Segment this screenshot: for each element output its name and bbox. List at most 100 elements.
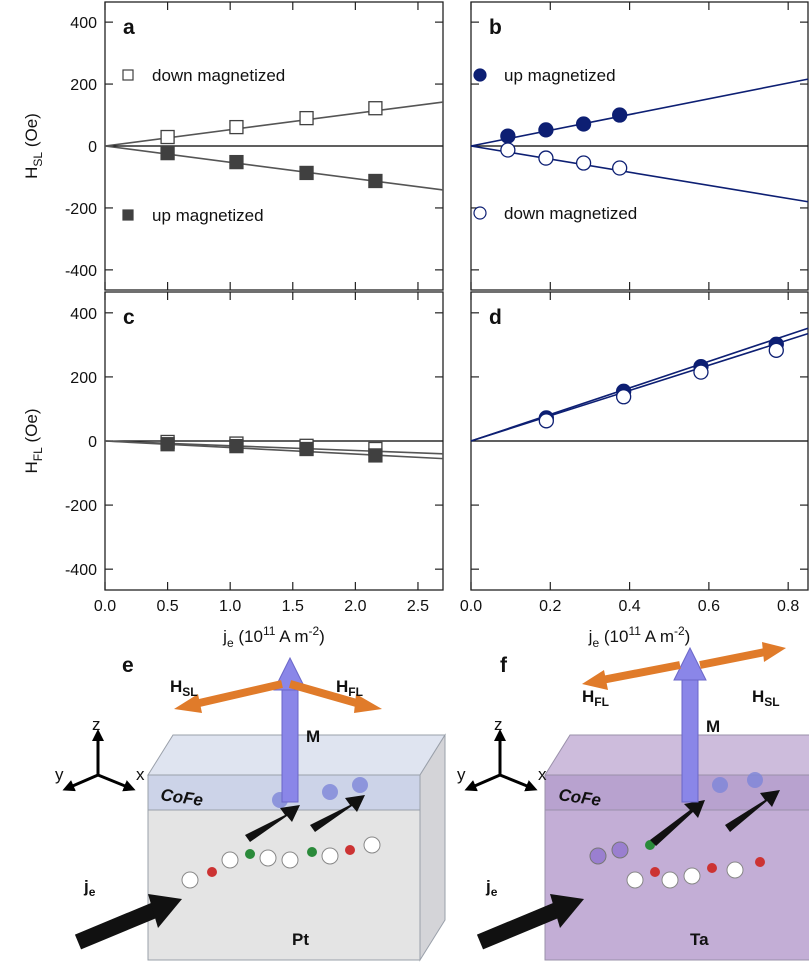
x-axis-label: je (1011 A m-2) — [588, 624, 691, 650]
data-point — [575, 155, 592, 171]
label-part: SL — [31, 152, 45, 167]
m-arrow — [681, 679, 699, 803]
axis-name: x — [538, 765, 547, 784]
data-point — [368, 173, 383, 189]
x-tick-label: 1.5 — [282, 598, 304, 615]
label-part: (10 — [234, 627, 263, 646]
m-arrow-head — [273, 656, 307, 691]
field-arrow-head — [354, 694, 382, 713]
data-point — [615, 389, 632, 405]
field-arrow-head — [582, 670, 608, 690]
m-arrow — [281, 689, 299, 803]
fit-line — [104, 101, 444, 147]
data-point — [538, 413, 554, 429]
moment-label: M — [306, 727, 320, 746]
data-point — [160, 145, 175, 161]
x-tick-label: 0.0 — [460, 598, 482, 615]
axis-name: y — [55, 765, 64, 784]
y-tick-label: 400 — [70, 306, 97, 323]
field-arrow — [601, 661, 681, 684]
panel-label: d — [489, 306, 502, 329]
ta-layer — [544, 809, 809, 961]
data-point — [693, 364, 709, 380]
label-part: A m — [275, 627, 308, 646]
current-arrow — [476, 902, 561, 950]
data-point — [229, 154, 244, 170]
fit-line — [104, 440, 444, 460]
field-arrow — [194, 680, 283, 708]
y-axis-label: HSL (Oe) — [22, 113, 45, 179]
label-part: (10 — [599, 627, 628, 646]
m-arrow-head — [673, 646, 707, 681]
legend-marker — [122, 69, 134, 81]
label-part: (Oe) — [22, 113, 41, 152]
spin-arrow — [310, 795, 365, 832]
data-point — [500, 142, 516, 158]
data-point — [612, 160, 628, 176]
y-tick-label: -200 — [65, 498, 97, 515]
fit-line — [470, 78, 809, 147]
illustration-f: f HFL HSL M CoFe Ta je z y — [457, 642, 809, 961]
data-point — [538, 122, 554, 138]
field-arrow — [288, 680, 362, 708]
data-point — [612, 107, 628, 123]
data-point — [229, 119, 244, 135]
label-part: e — [227, 636, 234, 650]
axis-name: y — [457, 765, 466, 784]
panel-label: e — [122, 654, 134, 677]
x-tick-label: 0.2 — [539, 598, 561, 615]
field-arrow-head — [174, 694, 202, 713]
y-tick-label: -400 — [65, 263, 97, 280]
layer-label: Ta — [690, 930, 709, 949]
axes-triad — [464, 729, 538, 792]
current-label: je — [83, 877, 96, 899]
field-arrow-head — [762, 642, 786, 662]
atoms — [181, 777, 381, 889]
panel-label: f — [500, 654, 508, 677]
label-part: -2 — [674, 624, 685, 638]
y-tick-label: -200 — [65, 201, 97, 218]
field-label: HFL — [336, 677, 363, 699]
label-part: (Oe) — [22, 408, 41, 447]
chart-panel: up magnetized down magnetized b — [470, 1, 809, 291]
label-part: A m — [641, 627, 674, 646]
y-axis-label: HFL (Oe) — [22, 408, 45, 473]
fit-line — [470, 332, 809, 442]
legend-label: down magnetized — [504, 204, 637, 223]
panel-label: a — [123, 16, 135, 39]
y-tick-label: -400 — [65, 562, 97, 579]
spin-arrow — [725, 790, 780, 832]
label-part: ) — [685, 627, 691, 646]
legend-label: down magnetized — [152, 66, 285, 85]
axes-triad — [62, 729, 136, 792]
label-part: j — [588, 627, 593, 646]
current-arrow-head — [550, 894, 584, 928]
label-part: H — [22, 461, 41, 473]
data-point — [160, 129, 175, 145]
current-arrow — [74, 902, 159, 950]
axis-name: z — [494, 715, 503, 734]
fit-line — [470, 327, 809, 442]
moment-label: M — [706, 717, 720, 736]
data-point — [299, 441, 314, 457]
x-tick-label: 0.5 — [156, 598, 178, 615]
label-part: 11 — [263, 624, 276, 638]
label-part: j — [222, 627, 227, 646]
field-label: HSL — [752, 687, 780, 709]
chart-panel: -400 -200 0 200 400 0.0 0.5 1.0 1.5 2.0 2.5 c HFL (O… — [22, 291, 444, 650]
field-label: HFL — [582, 687, 609, 709]
fit-line — [470, 145, 809, 203]
data-point — [538, 150, 554, 166]
x-axis-label: je (1011 A m-2) — [222, 624, 325, 650]
current-arrow-head — [148, 894, 182, 928]
y-tick-label: 400 — [70, 15, 97, 32]
x-tick-label: 0.4 — [618, 598, 640, 615]
spin-arrow — [245, 805, 300, 842]
x-tick-label: 0.8 — [777, 598, 799, 615]
spin-arrow — [650, 800, 705, 846]
data-point — [299, 165, 314, 181]
label-part: H — [22, 167, 41, 179]
label-part: 11 — [628, 624, 641, 638]
